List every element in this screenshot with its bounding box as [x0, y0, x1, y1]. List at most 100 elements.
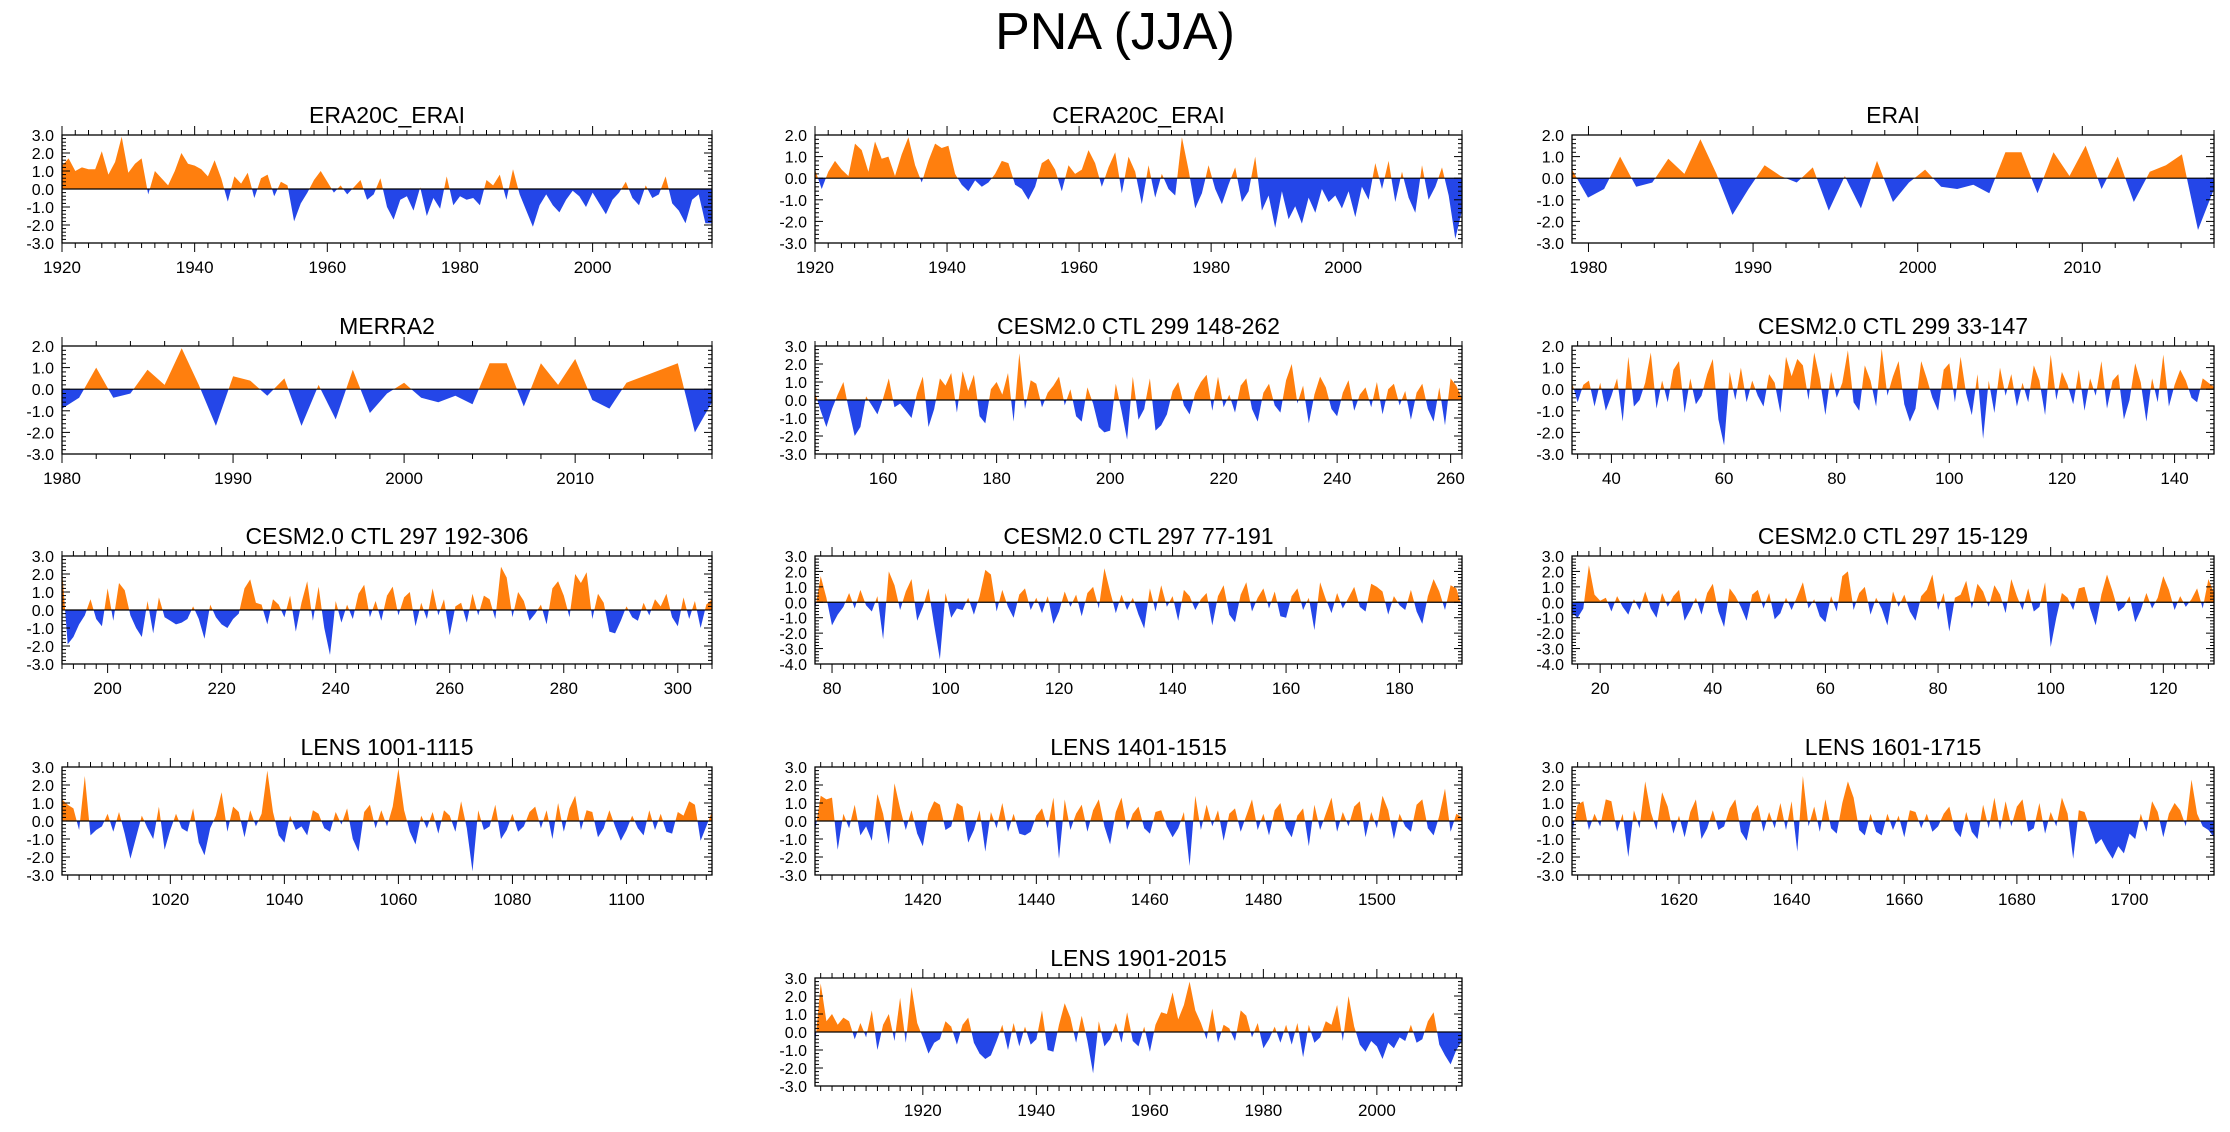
negative-area-19 — [587, 389, 623, 409]
panel-title: CESM2.0 CTL 299 33-147 — [1758, 313, 2028, 339]
negative-area-38 — [407, 821, 421, 845]
negative-area-9 — [1648, 602, 1660, 618]
positive-area-24 — [1037, 1010, 1046, 1032]
y-tick-label: 2.0 — [1542, 339, 1564, 356]
y-tick-label: 1.0 — [785, 580, 807, 597]
positive-area-30 — [1062, 799, 1069, 821]
positive-area-67 — [2088, 378, 2094, 390]
negative-area-57 — [1998, 821, 2002, 830]
positive-area-11 — [1065, 150, 1100, 179]
negative-area-70 — [663, 821, 676, 834]
positive-area-46 — [1203, 804, 1211, 821]
negative-area-6 — [1601, 389, 1614, 411]
positive-area-17 — [213, 792, 226, 821]
positive-area-48 — [1272, 1026, 1277, 1032]
positive-area-42 — [1919, 574, 1937, 603]
negative-area-21 — [1715, 821, 1726, 830]
y-tick-label: -1.0 — [779, 1043, 807, 1060]
positive-area-69 — [2096, 361, 2105, 390]
negative-area-68 — [2093, 389, 2097, 396]
negative-area-29 — [1085, 1032, 1098, 1074]
positive-area-14 — [927, 801, 944, 821]
negative-area-71 — [1390, 821, 1398, 839]
positive-area-5 — [1598, 382, 1602, 390]
negative-area-13 — [360, 389, 394, 413]
positive-area-48 — [1973, 583, 1987, 603]
negative-area-45 — [1250, 1032, 1255, 1038]
y-tick-label: -4.0 — [779, 657, 807, 674]
positive-area-65 — [1448, 378, 1462, 400]
negative-area-24 — [1072, 400, 1086, 422]
positive-area-62 — [2100, 574, 2116, 603]
negative-area-20 — [1163, 178, 1178, 196]
negative-area-31 — [1101, 1032, 1113, 1047]
negative-area-58 — [2024, 389, 2031, 403]
positive-area-58 — [1344, 996, 1356, 1032]
positive-area-42 — [1885, 813, 1890, 821]
positive-area-72 — [1392, 596, 1398, 603]
y-tick-label: -3.0 — [779, 868, 807, 885]
x-tick-label: 100 — [2036, 679, 2064, 698]
positive-area-1 — [62, 799, 77, 821]
negative-area-11 — [320, 389, 347, 420]
positive-area-29 — [1372, 163, 1380, 179]
positive-area-48 — [1924, 813, 1929, 821]
positive-area-27 — [1766, 374, 1776, 390]
y-tick-label: -1.0 — [1536, 832, 1564, 849]
negative-area-26 — [518, 189, 622, 227]
positive-area-59 — [566, 795, 580, 821]
x-tick-label: 160 — [1272, 679, 1300, 698]
negative-area-4 — [93, 610, 105, 627]
positive-area-27 — [334, 601, 339, 610]
positive-area-29 — [1782, 356, 1807, 390]
positive-area-18 — [999, 1024, 1004, 1032]
y-tick-label: 3.0 — [32, 549, 54, 566]
negative-area-5 — [200, 389, 229, 426]
positive-area-63 — [2058, 371, 2069, 390]
negative-area-59 — [2069, 602, 2076, 610]
negative-area-52 — [1990, 389, 1998, 413]
negative-area-38 — [1222, 400, 1227, 408]
negative-area-36 — [397, 610, 401, 616]
negative-area-16 — [1011, 400, 1016, 422]
positive-area-33 — [1400, 171, 1404, 179]
negative-area-31 — [1793, 821, 1800, 852]
positive-area-53 — [526, 806, 539, 821]
positive-area-51 — [1341, 380, 1353, 400]
positive-area-70 — [1367, 583, 1386, 603]
positive-area-2 — [1584, 565, 1608, 603]
positive-area-13 — [1104, 152, 1120, 179]
positive-area-7 — [991, 160, 1014, 179]
negative-area-21 — [994, 821, 999, 829]
panel-9: CESM2.0 CTL 297 15-129 3.02.01.00.0-1.0-2… — [1536, 523, 2215, 698]
positive-area-67 — [651, 593, 671, 610]
positive-area-65 — [630, 815, 635, 821]
positive-area-8 — [874, 794, 885, 821]
positive-area-62 — [1323, 797, 1336, 821]
positive-area-34 — [1085, 586, 1098, 603]
y-tick-label: 2.0 — [1542, 564, 1564, 581]
positive-area-11 — [309, 171, 332, 189]
negative-area-73 — [1402, 821, 1414, 832]
y-tick-label: -1.0 — [779, 832, 807, 849]
negative-area-18 — [2031, 178, 2044, 194]
y-tick-label: 2.0 — [785, 357, 807, 374]
positive-area-3 — [86, 599, 94, 610]
x-tick-label: 60 — [1816, 679, 1835, 698]
negative-area-67 — [1363, 821, 1370, 838]
positive-area-47 — [1298, 385, 1306, 400]
positive-area-51 — [496, 566, 512, 610]
positive-area-2 — [84, 367, 109, 390]
positive-area-9 — [140, 815, 145, 821]
x-tick-label: 1940 — [1017, 1101, 1055, 1120]
positive-area-45 — [454, 602, 464, 610]
positive-area-20 — [977, 569, 996, 603]
y-tick-label: 0.0 — [32, 182, 54, 199]
positive-area-60 — [2075, 586, 2089, 603]
positive-area-15 — [1670, 361, 1683, 390]
positive-area-9 — [277, 181, 289, 189]
negative-area-30 — [1806, 389, 1810, 400]
negative-area-11 — [1665, 602, 1671, 607]
positive-area-12 — [908, 810, 915, 821]
negative-area-62 — [2055, 389, 2059, 400]
